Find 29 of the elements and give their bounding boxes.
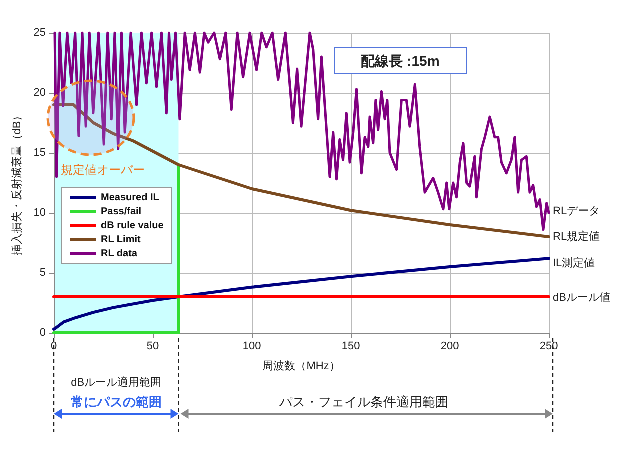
text: dBルール適用範囲 [71,376,162,389]
y-tick-label: 15 [34,147,46,159]
text: RL規定値 [553,230,600,243]
x-axis-title: 周波数（MHz） [262,360,340,372]
text: パス・フェイル条件適用範囲 [278,394,448,410]
text: RLデータ [553,206,600,218]
y-tick-label: 0 [40,327,46,339]
y-tick-label: 20 [34,87,46,99]
x-tick-label: 150 [342,340,360,352]
x-tick-label: 200 [440,340,460,352]
text: 常にパスの範囲 [70,394,162,410]
x-tick-label: 50 [146,340,160,352]
legend-label: RL data [101,248,138,260]
x-tick-label: 0 [50,340,58,352]
legend-label: Measured IL [101,192,160,204]
line-series [52,257,550,331]
x-tick-label: 100 [242,340,262,352]
annotation: 規定値オーバー [61,163,145,177]
label-box: 配線長 :15m [334,48,467,74]
text: IL測定値 [553,256,596,270]
y-tick-label: 25 [34,27,46,39]
y-tick-label: 5 [40,267,46,279]
legend-label: RL Limit [101,234,142,246]
legend-label: dB rule value [101,220,164,232]
text: dBルール値 [553,292,610,304]
legend-label: Pass/fail [101,206,142,218]
annotation: 配線長 :15m [361,53,440,69]
y-axis-title: 挿入損失・反射減衰量（dB） [10,110,24,256]
y-tick-label: 10 [34,207,46,219]
